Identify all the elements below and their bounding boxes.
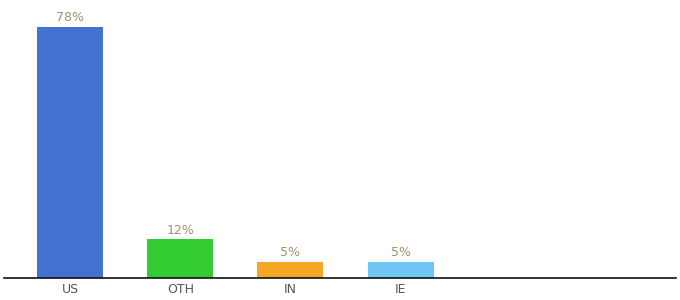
Bar <box>367 262 434 278</box>
Text: 78%: 78% <box>56 11 84 24</box>
Bar <box>148 239 214 278</box>
Text: 5%: 5% <box>280 246 301 259</box>
Text: 5%: 5% <box>390 246 411 259</box>
Bar <box>258 262 324 278</box>
Bar <box>37 27 103 278</box>
Text: 12%: 12% <box>167 224 194 237</box>
